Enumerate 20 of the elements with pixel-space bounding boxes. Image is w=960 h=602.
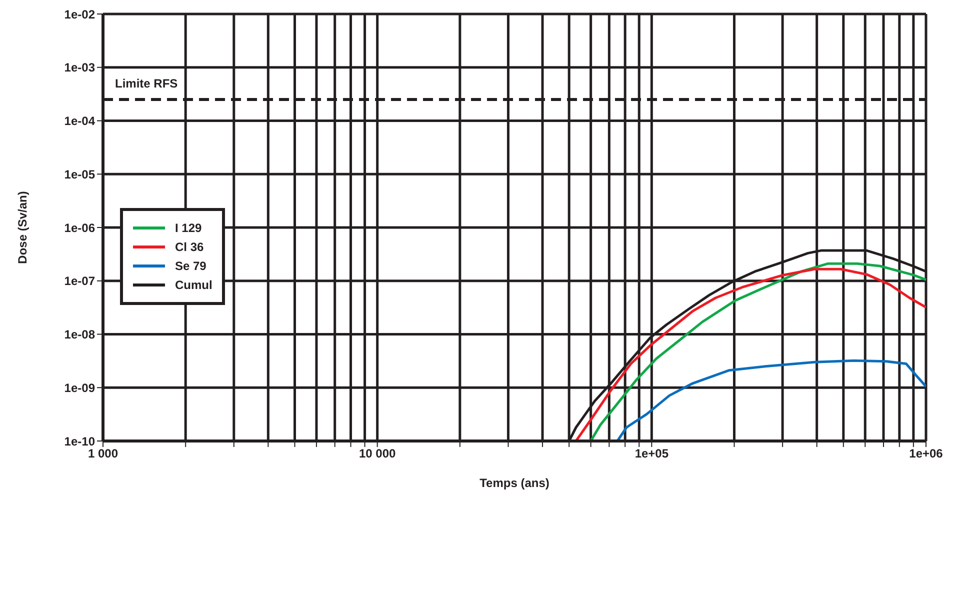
x-tick-label: 1 000 [88, 446, 118, 461]
ref-line-label: Limite RFS [115, 76, 178, 91]
y-tick-label: 1e-10 [64, 434, 96, 448]
y-tick-label: 1e-02 [64, 7, 96, 22]
x-tick-label: 1e+05 [634, 446, 669, 461]
y-tick-label: 1e-04 [64, 114, 96, 128]
x-tick-label: 1e+06 [909, 446, 944, 461]
y-axis-title: Dose (Sv/an) [15, 191, 30, 264]
y-tick-label: 1e-03 [64, 60, 96, 75]
legend-label: Cumul [175, 277, 212, 293]
y-tick-label: 1e-08 [64, 328, 96, 342]
x-axis-title: Temps (ans) [480, 476, 550, 490]
legend-label: Se 79 [175, 258, 206, 274]
y-tick-label: 1e-07 [64, 274, 96, 288]
y-tick-label: 1e-06 [64, 220, 96, 235]
y-tick-label: 1e-09 [64, 380, 96, 395]
x-tick-label: 10 000 [358, 446, 396, 461]
legend-label: Cl 36 [175, 239, 204, 255]
legend-label: I 129 [175, 220, 202, 236]
y-tick-label: 1e-05 [64, 167, 96, 182]
